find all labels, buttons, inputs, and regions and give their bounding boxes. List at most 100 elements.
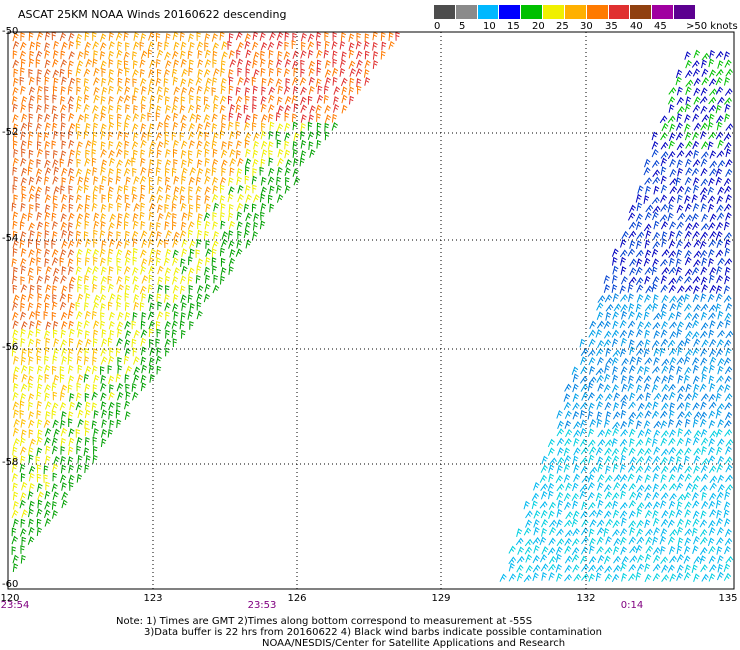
wind-barb <box>75 301 81 311</box>
wind-barb <box>203 96 209 105</box>
wind-barb <box>308 85 315 95</box>
wind-barb <box>557 447 564 456</box>
wind-barb <box>517 546 525 555</box>
wind-barb <box>541 519 549 528</box>
wind-barb <box>723 357 731 366</box>
wind-barb <box>603 418 610 428</box>
wind-barb <box>219 130 225 140</box>
wind-barb <box>716 212 725 221</box>
wind-barb <box>675 230 683 239</box>
wind-barb <box>164 338 171 348</box>
wind-barb <box>109 114 114 123</box>
wind-barb <box>676 518 684 528</box>
wind-barb <box>596 320 605 329</box>
wind-barb <box>20 321 28 330</box>
wind-barb <box>717 563 724 573</box>
wind-barb <box>124 194 130 204</box>
wind-barb <box>84 392 90 402</box>
wind-barb <box>571 554 580 563</box>
wind-barb <box>716 463 724 473</box>
wind-barb <box>668 250 677 258</box>
wind-barb <box>125 249 132 259</box>
wind-barb <box>621 572 628 582</box>
wind-barb <box>723 339 732 348</box>
wind-barb <box>700 231 708 240</box>
wind-barb <box>715 499 722 509</box>
wind-barb <box>20 67 25 77</box>
wind-barb <box>652 211 659 221</box>
wind-barb <box>75 230 82 240</box>
wind-barb <box>44 42 50 51</box>
wind-barb <box>709 49 715 59</box>
wind-barb <box>171 131 177 141</box>
wind-barb <box>595 564 604 573</box>
wind-barb <box>677 346 683 356</box>
wind-barb <box>141 85 147 95</box>
wind-barb <box>700 311 708 321</box>
wind-barb <box>20 328 26 338</box>
wind-barb <box>44 517 52 527</box>
wind-barb <box>341 94 348 104</box>
wind-barb <box>580 546 589 555</box>
wind-barb <box>117 95 124 105</box>
wind-barb <box>28 526 35 536</box>
wind-barb <box>36 508 43 518</box>
wind-barb <box>100 312 105 321</box>
wind-barb <box>300 114 307 123</box>
wind-barb <box>652 176 661 185</box>
wind-barb <box>69 276 76 285</box>
wind-barb <box>172 76 179 86</box>
wind-barb <box>20 492 27 501</box>
wind-barb <box>539 474 547 483</box>
wind-barb <box>53 130 59 140</box>
wind-barb <box>653 527 661 536</box>
wind-barb <box>228 203 234 213</box>
wind-barb <box>716 195 724 205</box>
wind-barb <box>725 347 732 357</box>
wind-barb <box>91 391 98 401</box>
wind-barb <box>699 484 708 493</box>
wind-barb <box>108 85 114 95</box>
wind-barb <box>52 294 57 303</box>
wind-barb <box>363 69 370 78</box>
wind-barb <box>676 142 685 151</box>
wind-barb <box>108 248 114 258</box>
wind-barb <box>339 68 346 77</box>
wind-barb <box>668 284 676 293</box>
wind-barb <box>300 96 307 106</box>
wind-barb <box>612 500 619 510</box>
wind-barb <box>644 275 651 285</box>
wind-barb <box>723 572 732 581</box>
wind-barb <box>693 455 701 464</box>
wind-barb <box>669 302 677 312</box>
wind-barb <box>221 231 228 240</box>
wind-barb <box>620 239 627 248</box>
wind-barb <box>212 148 218 158</box>
wind-barb <box>196 140 203 150</box>
wind-barb <box>75 67 82 77</box>
wind-barb <box>68 51 75 60</box>
wind-barb <box>693 259 701 268</box>
wind-barb <box>60 339 68 348</box>
wind-barb <box>69 392 75 402</box>
wind-barb <box>675 122 683 131</box>
lat-label-50: -50 <box>2 26 19 37</box>
wind-barb <box>652 572 661 582</box>
wind-barb <box>588 564 596 573</box>
wind-barb <box>131 157 136 167</box>
wind-barb <box>677 411 685 420</box>
wind-barb <box>164 221 170 230</box>
wind-barb <box>35 168 43 177</box>
wind-barb <box>596 348 604 357</box>
wind-barb <box>219 31 225 41</box>
wind-barb <box>219 247 225 257</box>
wind-barb <box>661 320 668 330</box>
scale-label-40: 40 <box>630 21 643 32</box>
wind-barb <box>172 221 177 231</box>
wind-barb <box>516 555 525 564</box>
wind-barb <box>260 130 267 140</box>
wind-barb <box>245 194 252 203</box>
wind-barb <box>92 32 97 41</box>
wind-barb <box>708 401 717 410</box>
wind-barb <box>36 76 42 86</box>
